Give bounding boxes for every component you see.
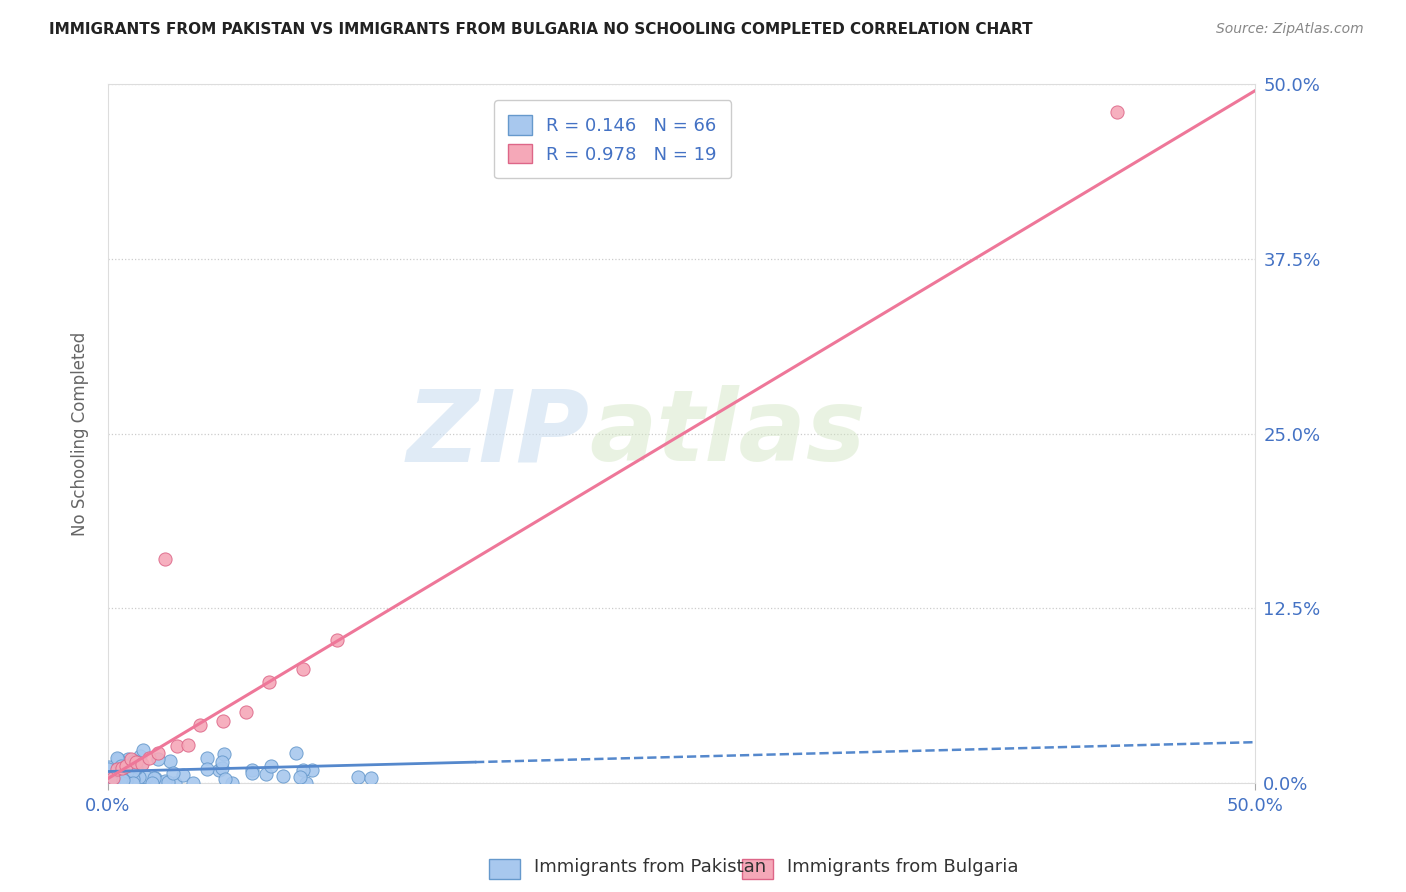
Point [122,775,145,789]
Point [177,738,200,752]
Point [346,771,368,785]
Point [162,766,184,780]
Point [142,771,165,785]
Point [240,765,263,780]
Point [117,751,139,765]
Point [103,775,125,789]
Point [172,768,194,782]
Text: atlas: atlas [589,385,866,482]
Point [120,752,142,766]
Point [360,771,382,785]
Point [146,752,169,766]
Point [107,751,129,765]
Point [148,747,170,761]
Point [121,771,143,785]
Point [292,763,315,777]
Point [122,772,145,786]
Point [211,714,233,728]
Point [110,758,132,772]
Point [98,760,121,774]
Point [143,771,166,785]
Point [129,749,152,764]
Point [155,552,177,566]
Point [125,772,148,787]
Point [107,752,129,766]
Legend: R = 0.146   N = 66, R = 0.978   N = 19: R = 0.146 N = 66, R = 0.978 N = 19 [494,101,731,178]
Point [124,761,146,775]
Point [257,674,280,689]
Point [271,769,294,783]
Point [110,775,132,789]
Point [285,746,308,760]
Point [291,662,314,676]
Text: ZIP: ZIP [406,385,589,482]
Point [155,774,177,789]
Point [125,775,148,789]
Point [129,758,152,772]
Y-axis label: No Schooling Completed: No Schooling Completed [72,332,89,536]
Point [131,756,153,771]
Point [207,763,229,777]
Point [295,775,318,789]
Point [111,772,134,787]
Point [260,758,283,772]
Point [240,763,263,777]
Point [101,771,124,785]
Point [125,761,148,775]
Point [150,775,173,789]
Point [211,755,233,769]
Point [195,751,218,765]
Point [211,761,233,775]
Point [326,632,349,647]
Point [157,775,180,789]
Point [100,775,122,789]
Point [221,775,243,789]
Point [132,743,155,757]
Point [235,705,257,719]
Point [141,775,163,789]
Point [115,768,138,782]
Point [301,763,323,777]
Point [100,770,122,784]
Point [138,751,160,765]
Point [1107,105,1129,120]
Point [122,764,145,778]
Point [254,767,277,781]
Point [214,747,236,762]
Point [97,763,120,777]
Point [111,767,134,781]
Point [128,770,150,784]
Point [115,759,138,773]
Point [288,770,311,784]
Text: Immigrants from Bulgaria: Immigrants from Bulgaria [787,858,1019,876]
Point [214,772,236,786]
Text: Source: ZipAtlas.com: Source: ZipAtlas.com [1216,22,1364,37]
Point [115,762,138,776]
Point [115,764,138,779]
Point [105,762,128,776]
Point [124,755,146,769]
Text: IMMIGRANTS FROM PAKISTAN VS IMMIGRANTS FROM BULGARIA NO SCHOOLING COMPLETED CORR: IMMIGRANTS FROM PAKISTAN VS IMMIGRANTS F… [49,22,1033,37]
Point [135,770,157,784]
Point [166,739,188,754]
Point [188,717,211,731]
Point [159,754,181,768]
Point [122,754,145,768]
Point [195,762,218,776]
Point [107,761,129,775]
Point [111,761,134,775]
Point [181,775,204,789]
Point [115,773,138,788]
Point [165,775,187,789]
Point [121,772,143,787]
Point [112,769,135,783]
Text: Immigrants from Pakistan: Immigrants from Pakistan [534,858,766,876]
Point [100,772,122,786]
